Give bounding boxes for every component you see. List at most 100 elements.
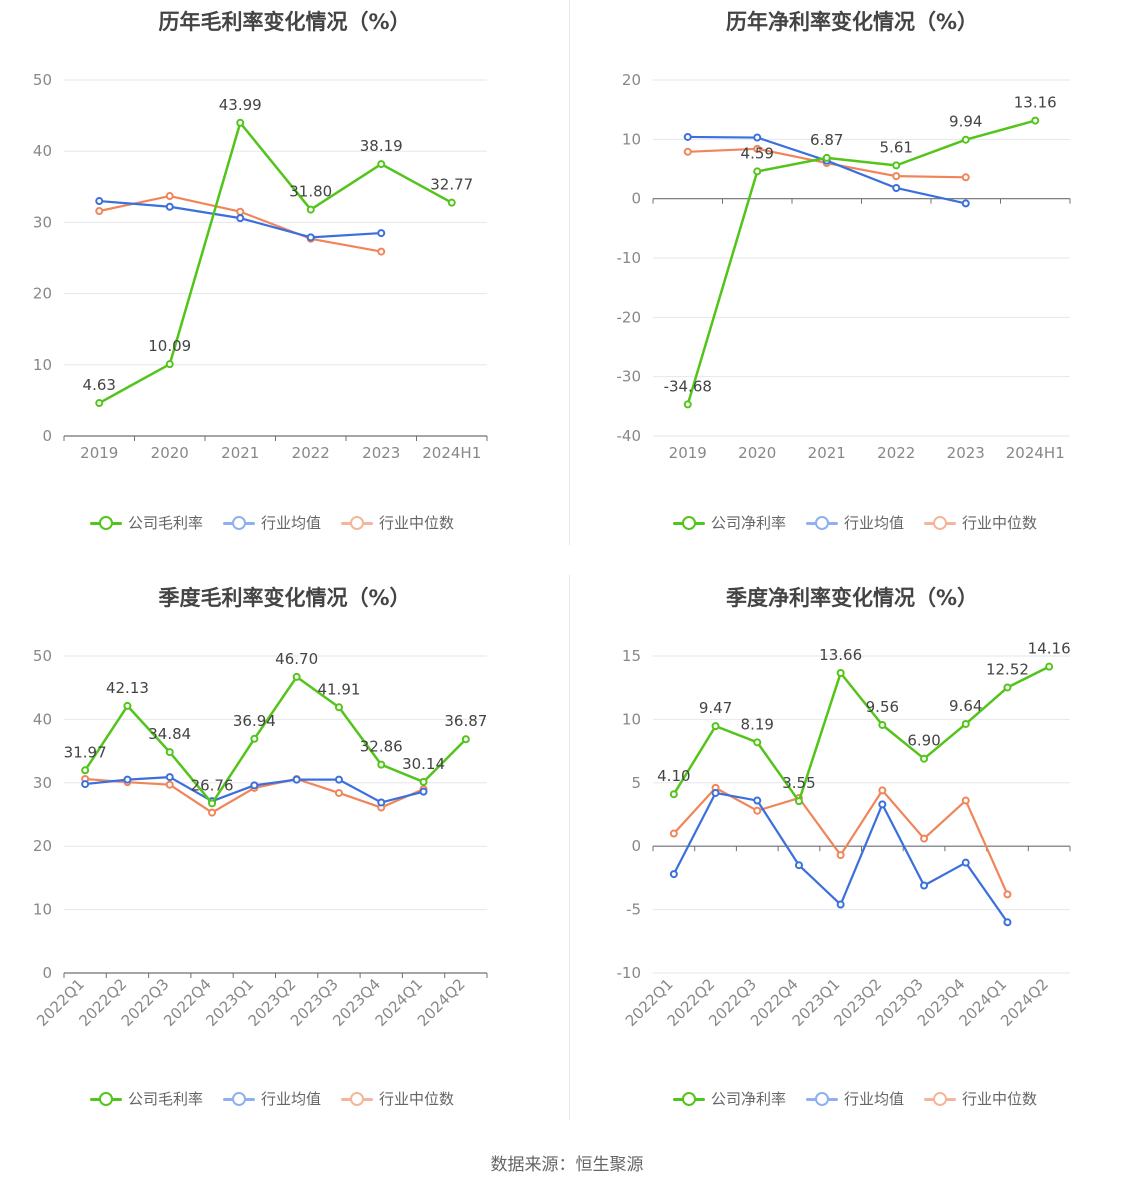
- legend-company[interactable]: 公司净利率: [673, 1088, 786, 1109]
- y-tick-label: 15: [622, 647, 641, 665]
- x-tick-label: 2023: [362, 444, 400, 462]
- company-point: [165, 360, 174, 369]
- data-label: 8.19: [741, 715, 774, 733]
- annual-gross-margin-panel: 历年毛利率变化情况（%） 0 10 20 30 40 50 2019 2020 2021 2022…: [0, 0, 569, 560]
- data-label: 31.97: [64, 743, 107, 761]
- industry-avg-point: [878, 800, 887, 809]
- company-line: [84, 675, 467, 805]
- industry-median-point: [208, 808, 217, 817]
- industry-median-point: [165, 192, 174, 201]
- industry-avg-point: [165, 773, 174, 782]
- legend-label: 公司毛利率: [128, 1090, 204, 1108]
- data-label: 5.61: [880, 138, 913, 156]
- x-tick-label: 2020: [151, 444, 189, 462]
- legend-avg[interactable]: 行业均值: [223, 512, 321, 533]
- panel-divider: [569, 575, 570, 1120]
- industry-median-point: [165, 780, 174, 789]
- y-tick-label: -40: [617, 427, 642, 445]
- company-point: [794, 797, 803, 806]
- data-label: 10.09: [148, 337, 191, 355]
- x-tick-label: 2021: [808, 444, 846, 462]
- legend-label: 公司净利率: [711, 514, 787, 532]
- industry-median-point: [683, 147, 692, 156]
- annual-net-margin-chart: -40 -30 -20 -10 0 10 20 2019 2020 2021 2022 2023 202…: [617, 71, 1071, 462]
- data-label: 3.55: [782, 774, 815, 792]
- x-tick-label: 2021: [221, 444, 259, 462]
- company-point: [961, 135, 970, 144]
- annual-gross-margin-chart: 0 10 20 30 40 50 2019 2020 2021 2022 2023 2024H1 4.6…: [33, 71, 488, 462]
- y-tick-label: 5: [631, 774, 641, 792]
- company-point: [920, 754, 929, 763]
- company-point: [878, 720, 887, 729]
- x-tick-label: 2020: [738, 444, 776, 462]
- company-point: [250, 734, 259, 743]
- industry-avg-point: [334, 775, 343, 784]
- y-tick-label: 20: [33, 285, 52, 303]
- data-label: 6.87: [810, 131, 843, 149]
- y-tick-label: 0: [42, 964, 52, 982]
- y-tick-label: 10: [33, 901, 52, 919]
- chart-title: 历年毛利率变化情况（%）: [158, 10, 411, 34]
- company-point: [669, 790, 678, 799]
- company-point: [95, 399, 104, 408]
- industry-avg-point: [81, 780, 90, 789]
- legend-median[interactable]: 行业中位数: [924, 512, 1037, 533]
- industry-avg-point: [836, 900, 845, 909]
- chart-legend[interactable]: 公司净利率 行业均值 行业中位数: [673, 1088, 1037, 1109]
- data-source: 数据来源：恒生聚源: [490, 1155, 644, 1175]
- quarterly-net-margin-panel: 季度净利率变化情况（%） -10 -5 0 5 10 15 2022Q1 2022Q2 2022…: [570, 576, 1134, 1136]
- industry-avg-point: [236, 214, 245, 223]
- industry-avg-point: [377, 798, 386, 807]
- x-tick-label: 2024H1: [422, 444, 481, 462]
- x-tick-label: 2024H1: [1006, 444, 1065, 462]
- legend-avg[interactable]: 行业均值: [223, 1088, 321, 1109]
- y-tick-label: -10: [617, 249, 642, 267]
- company-point: [753, 738, 762, 747]
- industry-avg-point: [669, 870, 678, 879]
- chart-title: 季度毛利率变化情况（%）: [158, 586, 411, 610]
- data-label: 43.99: [219, 96, 262, 114]
- legend-label: 行业均值: [261, 514, 322, 532]
- y-tick-label: 10: [622, 710, 641, 728]
- legend-avg[interactable]: 行业均值: [806, 512, 904, 533]
- x-tick-label: 2023: [947, 444, 985, 462]
- data-label: 9.47: [699, 699, 732, 717]
- company-point: [377, 760, 386, 769]
- y-tick-label: 0: [42, 427, 52, 445]
- quarterly-gross-margin-chart: 010203040502022Q12022Q22022Q32022Q42023Q…: [33, 647, 488, 1030]
- industry-median-point: [236, 207, 245, 216]
- data-label: 9.64: [949, 697, 982, 715]
- chart-legend[interactable]: 公司净利率 行业均值 行业中位数: [673, 512, 1037, 533]
- legend-label: 行业均值: [844, 514, 905, 532]
- legend-median[interactable]: 行业中位数: [341, 512, 454, 533]
- company-point: [1031, 116, 1040, 125]
- industry-avg-point: [419, 787, 428, 796]
- data-label: 30.14: [402, 755, 445, 773]
- industry-median-point: [334, 788, 343, 797]
- industry-avg-point: [920, 881, 929, 890]
- industry-avg-point: [711, 788, 720, 797]
- y-tick-label: -20: [617, 308, 642, 326]
- x-tick-label: 2024Q2: [414, 975, 469, 1030]
- y-tick-label: 0: [631, 837, 641, 855]
- industry-avg-point: [377, 229, 386, 238]
- chart-legend[interactable]: 公司毛利率 行业均值 行业中位数: [90, 512, 454, 533]
- legend-avg[interactable]: 行业均值: [806, 1088, 904, 1109]
- panel-divider: [569, 0, 570, 545]
- y-tick-label: -10: [617, 964, 642, 982]
- legend-company[interactable]: 公司毛利率: [90, 512, 203, 533]
- x-tick-label: 2019: [80, 444, 118, 462]
- legend-company[interactable]: 公司净利率: [673, 512, 786, 533]
- industry-avg-point: [753, 133, 762, 142]
- industry-median-point: [878, 786, 887, 795]
- quarterly-net-margin-chart: -10-50510152022Q12022Q22022Q32022Q42023Q…: [617, 640, 1071, 1030]
- legend-median[interactable]: 行业中位数: [341, 1088, 454, 1109]
- legend-label: 行业中位数: [962, 514, 1038, 532]
- legend-company[interactable]: 公司毛利率: [90, 1088, 203, 1109]
- legend-label: 公司毛利率: [128, 514, 204, 532]
- legend-label: 公司净利率: [711, 1090, 787, 1108]
- chart-legend[interactable]: 公司毛利率 行业均值 行业中位数: [90, 1088, 454, 1109]
- industry-median-point: [961, 173, 970, 182]
- company-point: [81, 766, 90, 775]
- legend-median[interactable]: 行业中位数: [924, 1088, 1037, 1109]
